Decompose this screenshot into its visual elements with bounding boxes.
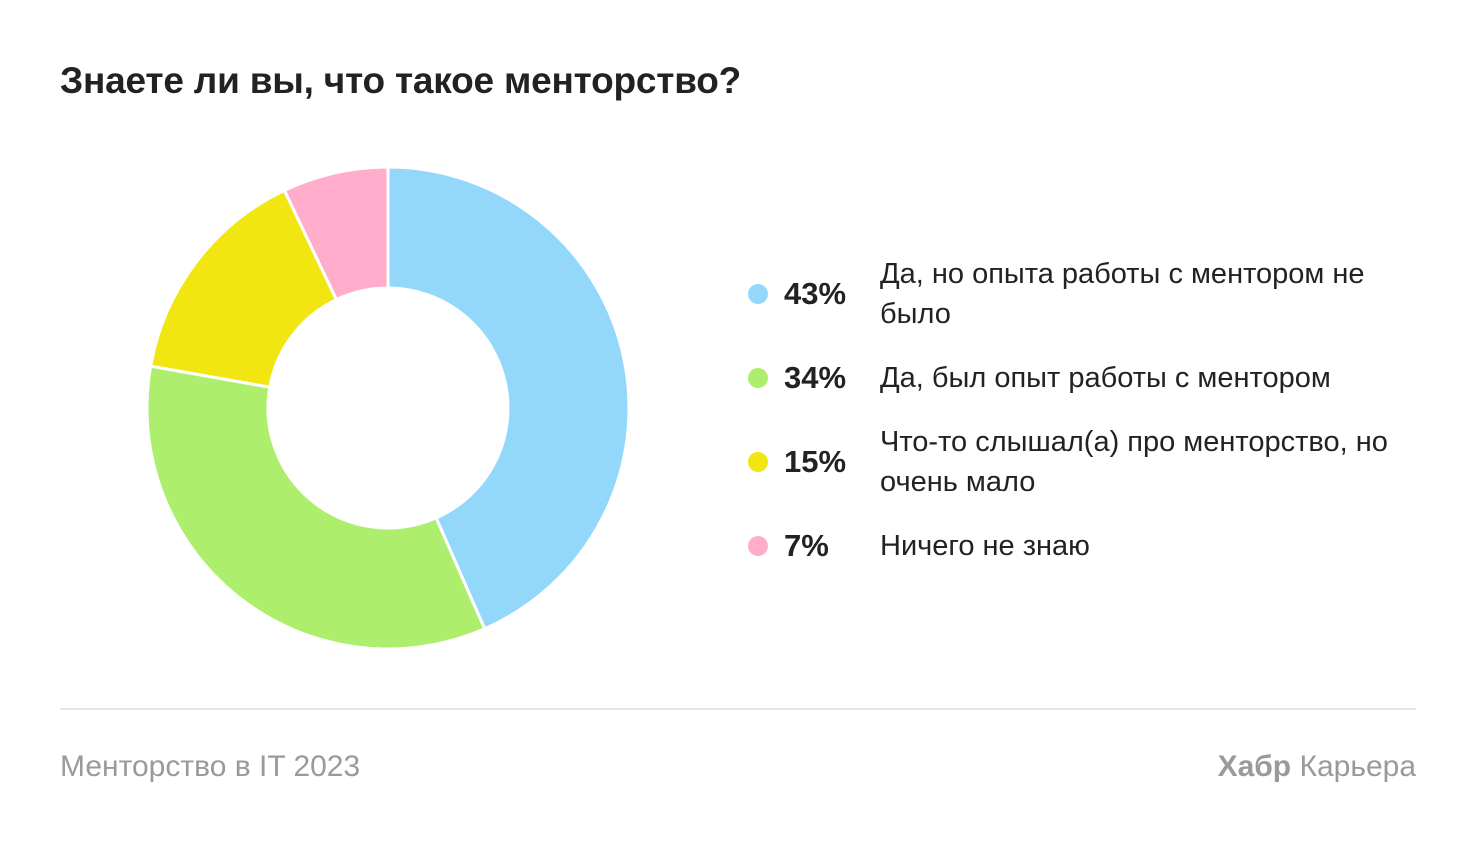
brand-name: Хабр <box>1217 750 1292 783</box>
footer-source: Менторство в IT 2023 <box>60 750 361 783</box>
donut-slice <box>282 165 390 302</box>
legend-value: 15% <box>784 444 847 479</box>
legend-value: 7% <box>784 528 829 563</box>
legend-label: Что-то слышал(а) про менторство, но очен… <box>880 426 1388 498</box>
legend-dot-icon <box>748 536 768 556</box>
donut-slice <box>148 188 339 389</box>
legend-value: 43% <box>784 276 847 311</box>
footer-brand: Хабр Карьера <box>1218 750 1416 784</box>
legend-label: Да, но опыта работы с ментором не было <box>880 258 1365 330</box>
chart-title: Знаете ли вы, что такое менторство? <box>60 60 742 101</box>
legend-value: 34% <box>784 360 847 395</box>
legend-label: Да, был опыт работы с ментором <box>880 362 1331 394</box>
brand-suffix: Карьера <box>1299 750 1416 783</box>
legend-dot-icon <box>748 452 768 472</box>
donut-slice <box>145 364 487 651</box>
legend-dot-icon <box>748 284 768 304</box>
footer-divider <box>60 708 1416 710</box>
donut-slice <box>386 165 631 631</box>
legend-dot-icon <box>748 368 768 388</box>
legend-label: Ничего не знаю <box>880 530 1090 562</box>
